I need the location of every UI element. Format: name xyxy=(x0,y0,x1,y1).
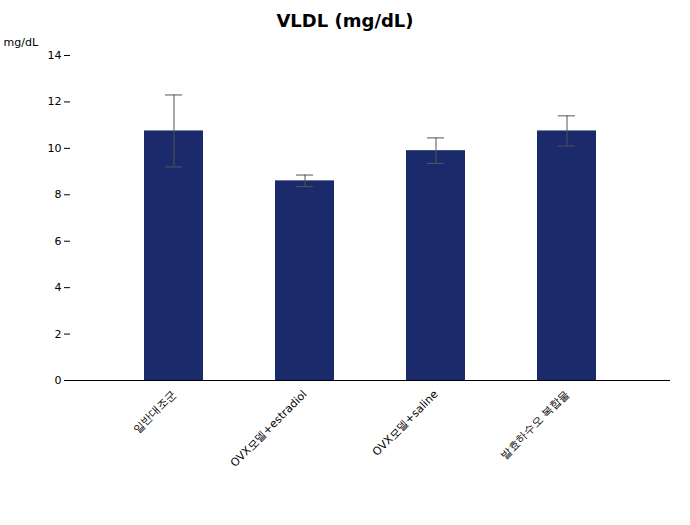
svg-text:mg/dL: mg/dL xyxy=(4,36,39,49)
svg-text:4: 4 xyxy=(55,281,62,294)
svg-text:14: 14 xyxy=(48,49,62,62)
svg-text:발효하수오 복합물: 발효하수오 복합물 xyxy=(498,388,572,462)
svg-text:12: 12 xyxy=(48,95,62,108)
svg-text:OVX모델+estradiol: OVX모델+estradiol xyxy=(228,388,310,470)
svg-text:0: 0 xyxy=(55,374,62,387)
html-text:VLDL (mg/dL): VLDL (mg/dL) xyxy=(276,10,414,31)
svg-text:OVX모델+saline: OVX모델+saline xyxy=(370,388,441,459)
svg-text:2: 2 xyxy=(55,328,62,341)
svg-text:8: 8 xyxy=(55,188,62,201)
svg-text:6: 6 xyxy=(55,235,62,248)
svg-text:일반대조군: 일반대조군 xyxy=(131,388,179,436)
svg-text:10: 10 xyxy=(48,142,62,155)
